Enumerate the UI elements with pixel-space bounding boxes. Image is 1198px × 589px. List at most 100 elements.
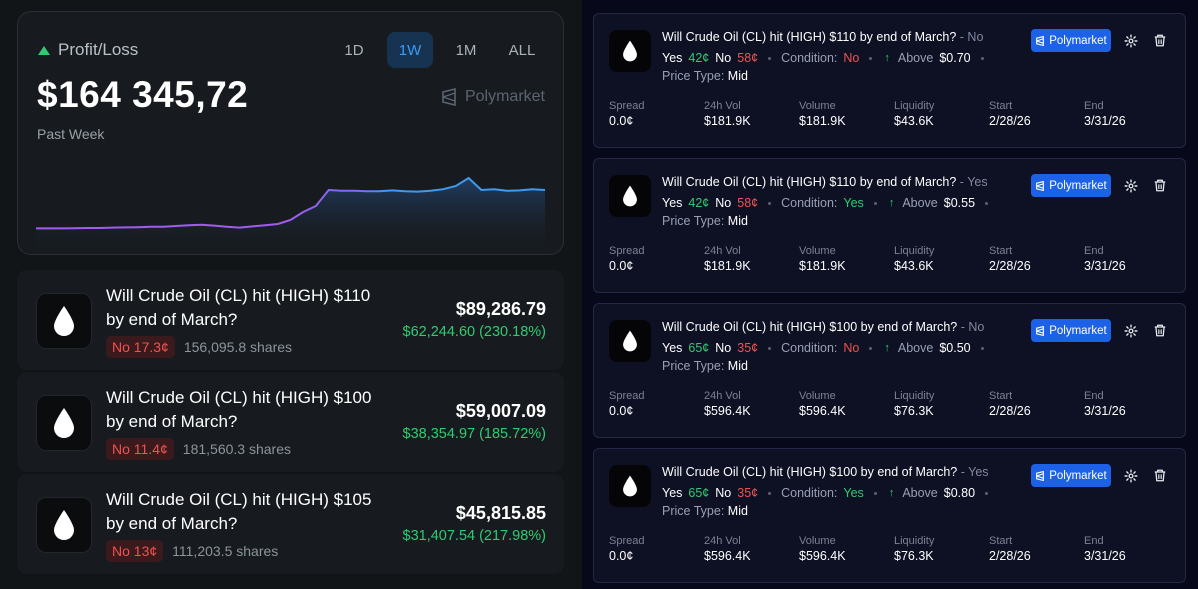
stat: Spread 0.0¢ <box>609 100 704 128</box>
stat-label: Liquidity <box>894 390 935 402</box>
brand-label: Polymarket <box>1049 179 1107 192</box>
stat: End 3/31/26 <box>1084 100 1179 128</box>
gear-icon[interactable] <box>1124 469 1138 483</box>
price-type-value: Mid <box>727 359 748 373</box>
polymarket-link-button[interactable]: Polymarket <box>1031 464 1111 487</box>
gear-icon[interactable] <box>1124 179 1138 193</box>
position-gain: $38,354.97 (185.72%) <box>402 426 547 442</box>
stat: Start 2/28/26 <box>989 100 1084 128</box>
position-row[interactable]: Will Crude Oil (CL) hit (HIGH) $110 by e… <box>17 270 564 370</box>
gear-icon[interactable] <box>1124 324 1138 338</box>
stat: Spread 0.0¢ <box>609 390 704 418</box>
stat-value: 2/28/26 <box>989 549 1031 563</box>
card-prices: Yes 42¢ No 58¢ Condition: Yes ↑ Above $0.55 <box>662 196 992 210</box>
chart-line <box>36 176 546 230</box>
position-row[interactable]: Will Crude Oil (CL) hit (HIGH) $100 by e… <box>17 372 564 472</box>
threshold-value: $0.80 <box>943 486 976 500</box>
range-all[interactable]: ALL <box>508 41 536 59</box>
card-title: Will Crude Oil (CL) hit (HIGH) $100 by e… <box>662 465 989 479</box>
position-gain: $62,244.60 (230.18%) <box>402 324 547 340</box>
position-row[interactable]: Will Crude Oil (CL) hit (HIGH) $105 by e… <box>17 474 564 574</box>
trash-icon[interactable] <box>1153 323 1167 338</box>
stat-label: End <box>1084 390 1104 402</box>
stat-value: 2/28/26 <box>989 404 1031 418</box>
trash-icon[interactable] <box>1153 33 1167 48</box>
stat-value: 0.0¢ <box>609 259 634 273</box>
stat: Liquidity $43.6K <box>894 100 989 128</box>
brand-label: Polymarket <box>1049 324 1107 337</box>
stat-value: $181.9K <box>704 259 751 273</box>
pl-header: Profit/Loss <box>38 40 138 60</box>
brand-label: Polymarket <box>1049 469 1107 482</box>
stat-label: Volume <box>799 245 836 257</box>
condition-value: No <box>843 51 860 65</box>
price-type: Price Type: Mid <box>662 359 748 373</box>
threshold-value: $0.50 <box>939 341 971 355</box>
gear-icon[interactable] <box>1124 34 1138 48</box>
separator-dot <box>980 346 984 350</box>
position-value: $59,007.09 <box>455 401 546 421</box>
stat-value: 2/28/26 <box>989 114 1031 128</box>
separator-dot <box>985 201 989 205</box>
range-1d[interactable]: 1D <box>344 41 364 59</box>
separator-dot <box>768 491 772 495</box>
trash-icon[interactable] <box>1153 178 1167 193</box>
position-gain: $31,407.54 (217.98%) <box>402 528 547 544</box>
stat-value: 0.0¢ <box>609 114 634 128</box>
no-price: 58¢ <box>737 196 759 210</box>
polymarket-link-button[interactable]: Polymarket <box>1031 174 1111 197</box>
position-value: $89,286.79 <box>455 299 546 319</box>
card-prices: Yes 65¢ No 35¢ Condition: Yes ↑ Above $0.80 <box>662 486 992 500</box>
position-shares: 156,095.8 shares <box>183 339 293 355</box>
stat-label: End <box>1084 245 1104 257</box>
card-prices: Yes 65¢ No 35¢ Condition: No ↑ Above $0.50 <box>662 341 988 355</box>
yes-price: 65¢ <box>688 486 710 500</box>
stat: End 3/31/26 <box>1084 245 1179 273</box>
alert-card: Will Crude Oil (CL) hit (HIGH) $100 by e… <box>593 448 1186 583</box>
stat: Volume $596.4K <box>799 535 894 563</box>
stat-value: $76.3K <box>894 549 934 563</box>
arrow-up-icon: ↑ <box>888 487 895 499</box>
profit-loss-card: Profit/Loss 1D 1W 1M ALL $164 345,72 Pas… <box>17 11 564 255</box>
range-1w[interactable]: 1W <box>387 32 433 68</box>
no-label: No <box>715 51 732 65</box>
threshold-value: $0.55 <box>943 196 976 210</box>
separator-dot <box>985 491 989 495</box>
condition-label: Condition: <box>781 486 838 500</box>
separator-dot <box>873 201 877 205</box>
card-title: Will Crude Oil (CL) hit (HIGH) $100 by e… <box>662 320 984 334</box>
stat: Spread 0.0¢ <box>609 535 704 563</box>
alert-card: Will Crude Oil (CL) hit (HIGH) $100 by e… <box>593 303 1186 438</box>
threshold-value: $0.70 <box>939 51 971 65</box>
polymarket-link-button[interactable]: Polymarket <box>1031 29 1111 52</box>
separator-dot <box>869 346 873 350</box>
position-badge: No 17.3¢ <box>106 336 175 358</box>
direction-label: Above <box>897 341 934 355</box>
trash-icon[interactable] <box>1153 468 1167 483</box>
stat-value: 3/31/26 <box>1084 259 1126 273</box>
stat-label: End <box>1084 535 1104 547</box>
stat: Volume $596.4K <box>799 390 894 418</box>
polymarket-logo-icon <box>1036 470 1045 481</box>
oil-drop-icon <box>36 293 92 349</box>
stat-label: Start <box>989 535 1013 547</box>
price-type-value: Mid <box>727 504 748 518</box>
yes-price: 65¢ <box>688 341 710 355</box>
no-label: No <box>715 486 732 500</box>
stat-label: Start <box>989 390 1013 402</box>
polymarket-logo-icon <box>1036 35 1045 46</box>
card-stats: Spread 0.0¢ 24h Vol $181.9K Volume $181.9K Liq… <box>609 100 1179 128</box>
range-1m[interactable]: 1M <box>455 41 477 59</box>
polymarket-link-button[interactable]: Polymarket <box>1031 319 1111 342</box>
trend-up-icon <box>38 45 50 55</box>
market-side: - No <box>960 320 985 334</box>
position-badge: No 13¢ <box>106 540 164 562</box>
arrow-up-icon: ↑ <box>884 52 890 64</box>
stat-value: 2/28/26 <box>989 259 1031 273</box>
direction-label: Above <box>902 196 938 210</box>
stat-value: $43.6K <box>894 259 934 273</box>
stat: 24h Vol $596.4K <box>704 535 799 563</box>
alert-card: Will Crude Oil (CL) hit (HIGH) $110 by e… <box>593 13 1186 148</box>
market-side: - Yes <box>960 465 989 479</box>
polymarket-logo-icon <box>442 88 456 106</box>
